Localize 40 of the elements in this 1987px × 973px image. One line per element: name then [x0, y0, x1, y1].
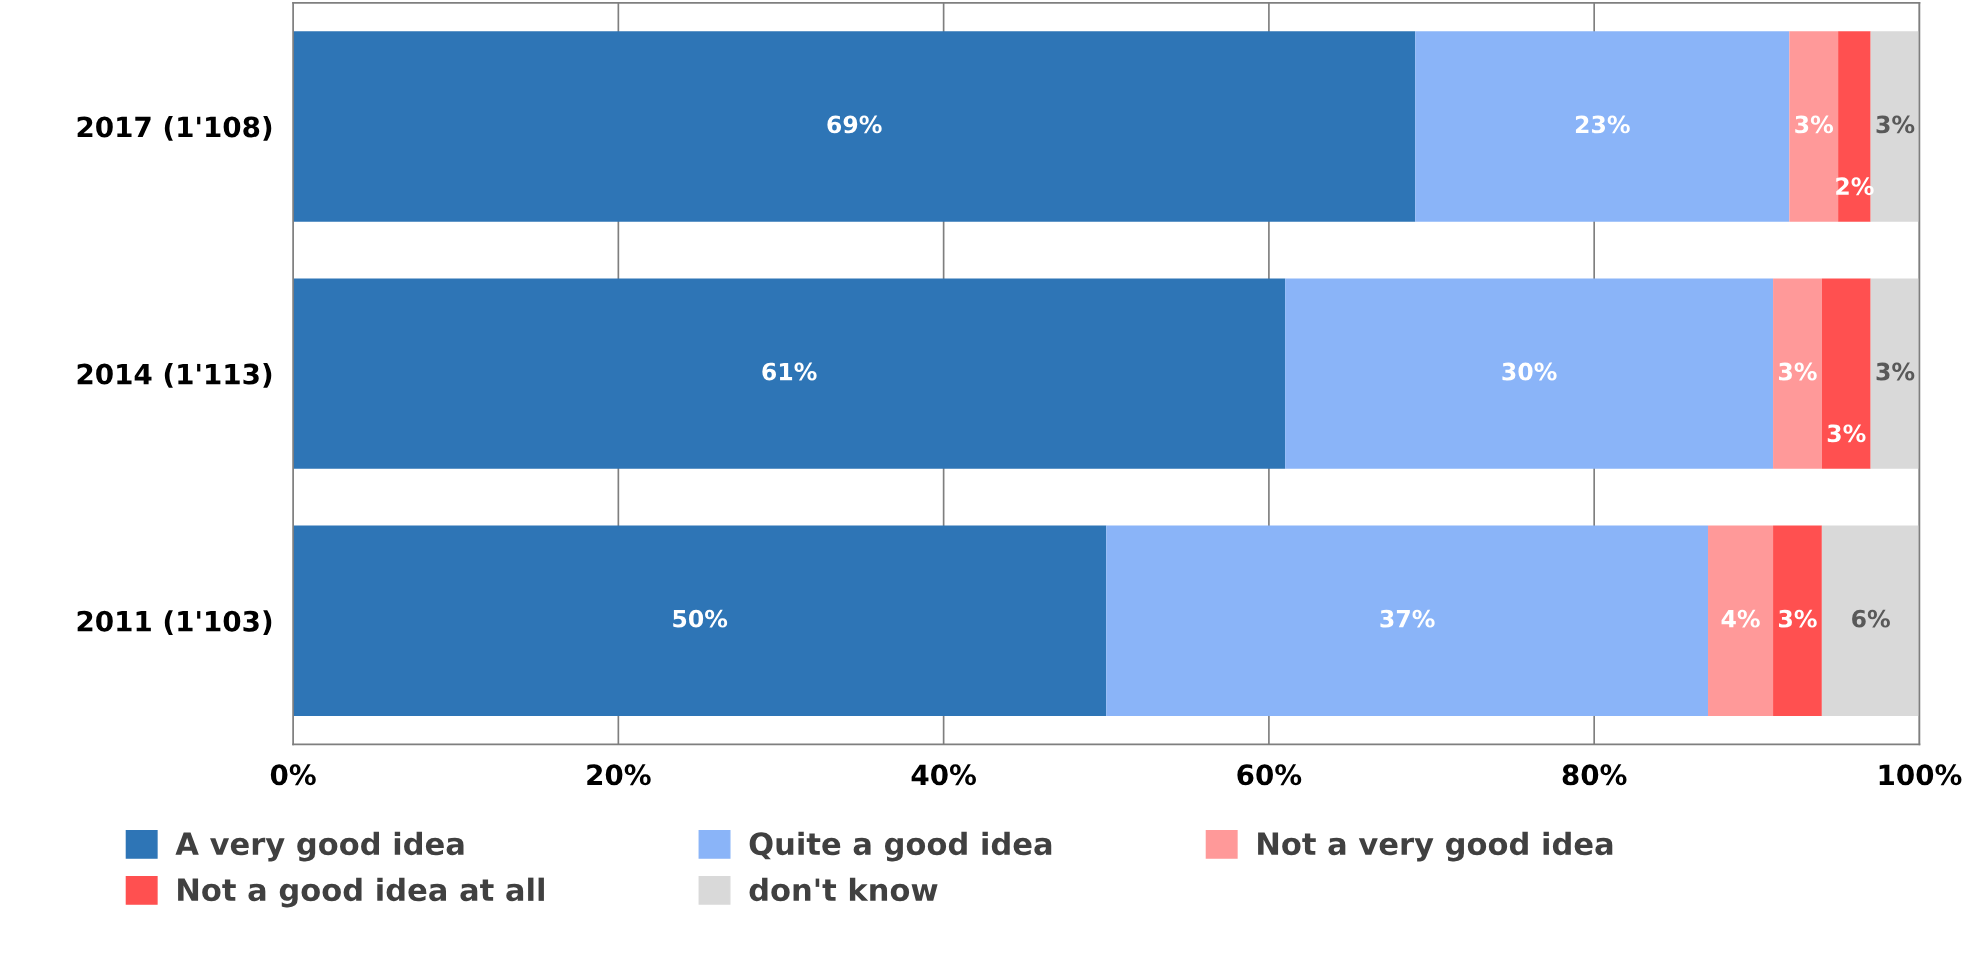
- bar: [293, 525, 1107, 716]
- x-tick-label: 80%: [1562, 764, 1627, 786]
- data-label: 37%: [1380, 609, 1435, 628]
- x-tick-label: 100%: [1879, 764, 1962, 786]
- data-label: 6%: [1852, 609, 1890, 628]
- data-label: 4%: [1721, 609, 1760, 628]
- y-tick-label: 2014 (1'113): [77, 363, 272, 388]
- bar: [1285, 278, 1774, 469]
- data-label: 3%: [1779, 609, 1817, 628]
- y-tick-label: 2017 (1'108): [77, 115, 272, 141]
- x-tick-label: 20%: [587, 764, 651, 786]
- data-label: 3%: [1779, 362, 1817, 381]
- data-label: 30%: [1502, 362, 1557, 381]
- legend-label: don't know: [749, 877, 938, 902]
- legend-label: A very good idea: [175, 831, 464, 862]
- y-tick-label: 2011 (1'103): [77, 610, 272, 635]
- bar: [1870, 278, 1920, 469]
- data-label: 61%: [762, 362, 817, 381]
- bar: [1821, 525, 1920, 716]
- data-label: 23%: [1575, 115, 1630, 134]
- data-label: 3%: [1795, 115, 1834, 134]
- data-label: 3%: [1876, 115, 1915, 134]
- bar: [1773, 525, 1822, 716]
- x-tick-label: 60%: [1237, 764, 1302, 786]
- x-tick-label: 40%: [911, 764, 976, 786]
- legend-label: Not a good idea at all: [178, 877, 544, 908]
- legend-label: Quite a good idea: [749, 831, 1052, 862]
- data-label: 3%: [1876, 362, 1915, 381]
- bar: [293, 31, 1416, 222]
- bar: [1415, 31, 1790, 222]
- x-tick-label: 0%: [270, 764, 316, 786]
- legend-label: Not a very good idea: [1258, 831, 1613, 862]
- bar: [293, 278, 1286, 469]
- data-label: 69%: [827, 115, 882, 134]
- bar: [1821, 278, 1871, 469]
- data-label: 50%: [673, 609, 728, 628]
- bar: [1106, 525, 1709, 716]
- data-label: 3%: [1827, 424, 1866, 443]
- bar: [1773, 278, 1822, 469]
- bar: [1708, 525, 1774, 716]
